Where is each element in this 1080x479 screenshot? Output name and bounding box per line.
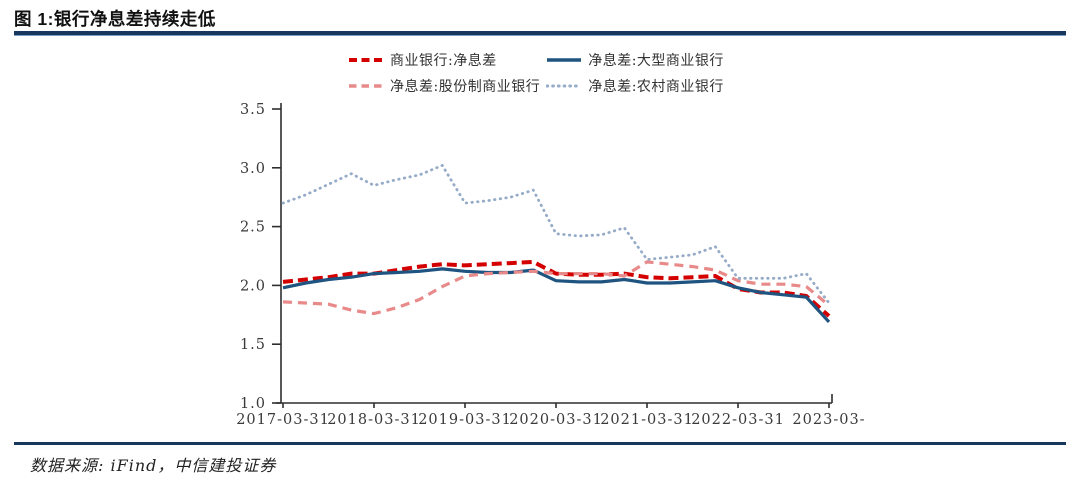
x-tick-label: 2018-03-31 <box>327 412 421 428</box>
x-tick-label: 2020-03-31 <box>509 412 603 428</box>
title-divider <box>14 31 1066 36</box>
legend-marker-icon <box>547 58 582 62</box>
y-tick-label: 2.5 <box>240 220 266 236</box>
legend-item: 净息差:大型商业银行 <box>546 47 724 73</box>
legend-marker-icon <box>349 84 383 88</box>
series-line <box>282 267 831 323</box>
y-tick-label: 2.0 <box>240 278 266 294</box>
x-tick-label: 2022-03-31 <box>691 412 785 428</box>
y-tick-label: 3.0 <box>240 161 266 177</box>
y-tick-label: 3.5 <box>240 102 266 118</box>
x-tick-label: 2019-03-31 <box>418 412 512 428</box>
legend-label: 净息差:农村商业银行 <box>588 79 724 95</box>
legend-marker-icon <box>349 58 383 62</box>
legend-label: 净息差:大型商业银行 <box>588 53 724 69</box>
data-source: 数据来源: iFind，中信建投证券 <box>30 456 277 475</box>
legend-item: 商业银行:净息差 <box>348 47 540 73</box>
series-line <box>282 260 831 316</box>
legend-label: 商业银行:净息差 <box>390 53 497 69</box>
series-line <box>281 163 831 305</box>
legend-item: 净息差:股份制商业银行 <box>348 73 540 99</box>
footer-divider <box>14 442 1066 445</box>
x-tick-label: 2017-03-31 <box>236 412 330 428</box>
legend-item: 净息差:农村商业银行 <box>546 73 724 99</box>
y-tick-label: 1.0 <box>240 396 266 412</box>
x-tick-label: 2021-03-31 <box>600 412 694 428</box>
chart-legend: 商业银行:净息差 净息差:大型商业银行净息差:股份制商业银行 净息差:农村商业银行 <box>348 47 724 99</box>
y-tick-label: 1.5 <box>240 337 266 353</box>
figure-title: 图 1:银行净息差持续走低 <box>14 9 216 29</box>
legend-label: 净息差:股份制商业银行 <box>390 79 541 95</box>
x-tick-label: 2023-03- <box>792 412 865 428</box>
legend-marker-icon <box>546 84 583 88</box>
